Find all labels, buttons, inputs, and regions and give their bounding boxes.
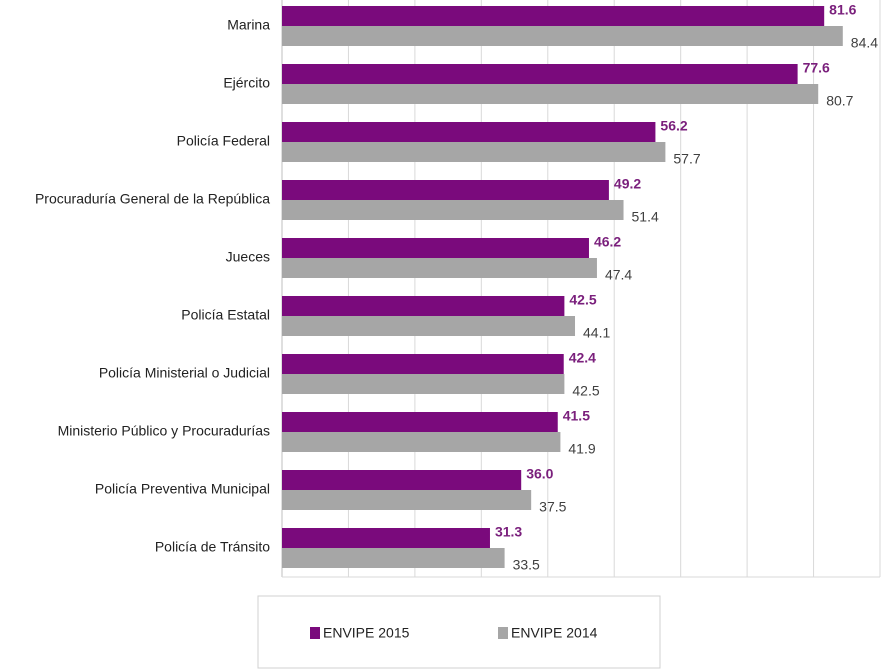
data-label: 42.5 [572,383,599,399]
data-label: 44.1 [583,325,610,341]
data-label: 31.3 [495,524,522,540]
legend-swatch [310,627,320,639]
data-label: 37.5 [539,499,566,515]
legend-label: ENVIPE 2014 [511,625,598,641]
bar [282,316,576,336]
y-tick-label: Marina [227,17,270,33]
bar [282,528,490,548]
data-label: 81.6 [829,2,856,18]
bar [282,84,819,104]
bar [282,296,565,316]
bar [282,470,522,490]
data-label: 84.4 [851,35,878,51]
bar [282,412,558,432]
data-label: 36.0 [526,466,553,482]
data-label: 41.5 [563,408,590,424]
bar [282,64,798,84]
bar [282,548,505,568]
bar [282,374,565,394]
data-label: 57.7 [673,151,700,167]
legend-box [257,595,661,669]
bar [282,6,825,26]
bar [282,142,666,162]
bar [282,238,589,258]
data-label: 49.2 [614,176,641,192]
bar [282,200,624,220]
y-tick-label: Policía Federal [177,133,270,149]
y-tick-label: Jueces [226,249,270,265]
data-label: 51.4 [632,209,659,225]
data-label: 47.4 [605,267,632,283]
y-tick-label: Ejército [223,75,270,91]
y-tick-label: Policía de Tránsito [155,539,270,555]
data-label: 56.2 [660,118,687,134]
y-tick-label: Procuraduría General de la República [35,191,270,207]
legend-label: ENVIPE 2015 [323,625,410,641]
y-tick-label: Policía Preventiva Municipal [95,481,270,497]
data-label: 42.4 [569,350,596,366]
bar [282,258,597,278]
bar [282,180,609,200]
bar [282,490,532,510]
data-label: 41.9 [568,441,595,457]
bar [282,354,564,374]
bar [282,122,656,142]
data-label: 80.7 [826,93,853,109]
data-label: 33.5 [513,557,540,573]
bar [282,26,843,46]
data-label: 46.2 [594,234,621,250]
y-tick-label: Policía Estatal [181,307,270,323]
y-tick-label: Policía Ministerial o Judicial [99,365,270,381]
legend-swatch [498,627,508,639]
y-tick-label: Ministerio Público y Procuradurías [58,423,270,439]
data-label: 77.6 [803,60,830,76]
data-label: 42.5 [569,292,596,308]
bar [282,432,561,452]
